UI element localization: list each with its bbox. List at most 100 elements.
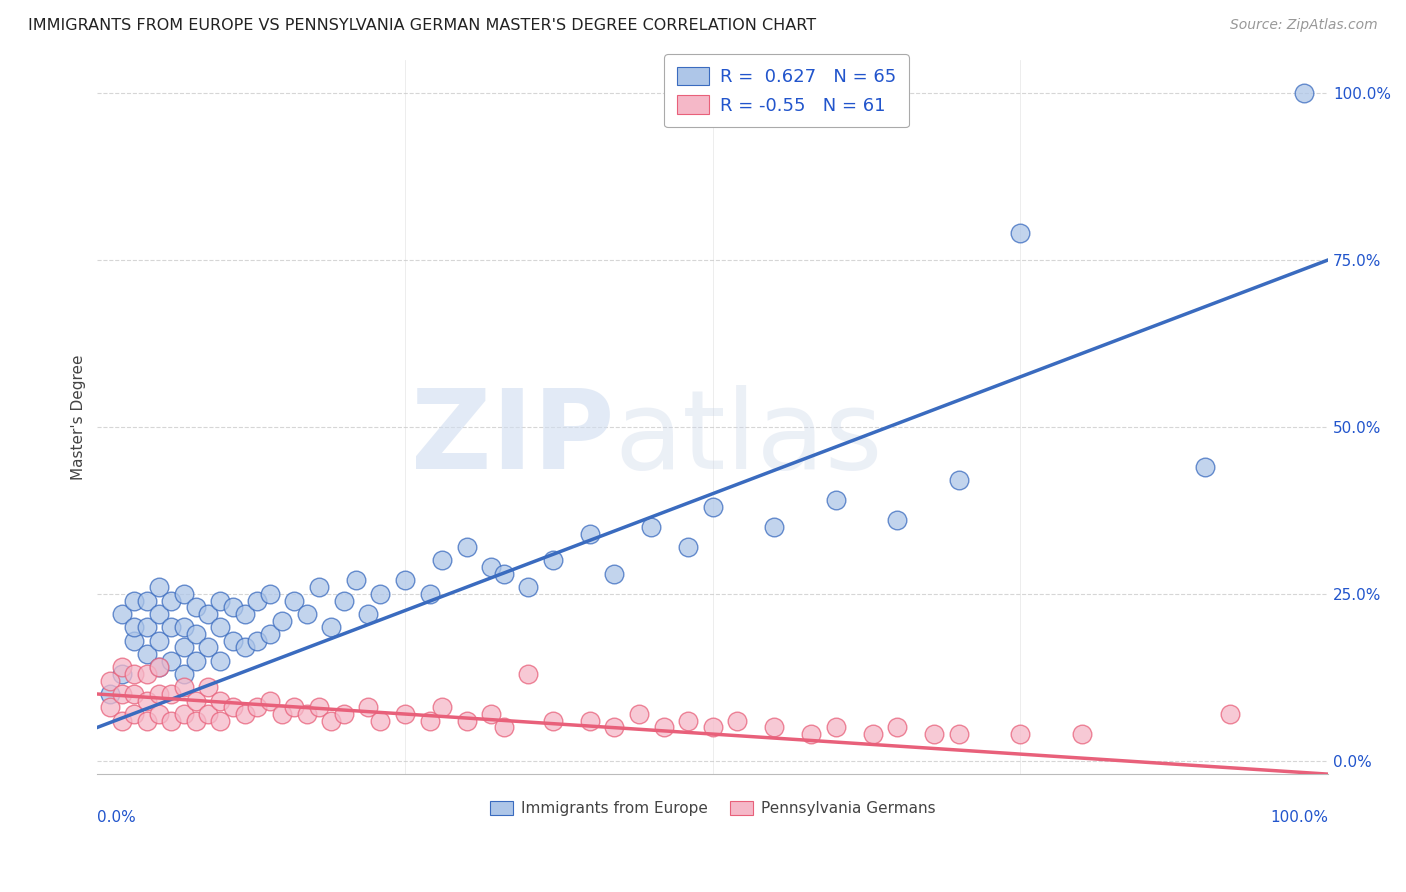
Point	[209, 593, 232, 607]
Point	[148, 660, 170, 674]
Point	[357, 607, 380, 621]
Point	[148, 580, 170, 594]
Point	[271, 706, 294, 721]
Point	[357, 700, 380, 714]
Point	[111, 687, 134, 701]
Point	[430, 700, 453, 714]
Point	[246, 700, 269, 714]
Text: 0.0%: 0.0%	[97, 810, 136, 825]
Point	[197, 706, 219, 721]
Point	[332, 706, 354, 721]
Point	[321, 714, 343, 728]
Point	[173, 640, 195, 655]
Point	[135, 667, 157, 681]
Point	[222, 633, 245, 648]
Point	[135, 694, 157, 708]
Point	[160, 687, 183, 701]
Point	[173, 587, 195, 601]
Point	[308, 580, 330, 594]
Point	[111, 714, 134, 728]
Point	[763, 720, 786, 734]
Point	[295, 706, 318, 721]
Point	[111, 607, 134, 621]
Point	[197, 681, 219, 695]
Point	[948, 473, 970, 487]
Point	[135, 593, 157, 607]
Point	[173, 681, 195, 695]
Point	[283, 593, 305, 607]
Point	[111, 667, 134, 681]
Point	[98, 673, 121, 688]
Point	[886, 513, 908, 527]
Point	[184, 654, 207, 668]
Point	[259, 694, 281, 708]
Point	[517, 667, 540, 681]
Point	[148, 660, 170, 674]
Point	[124, 593, 146, 607]
Point	[1292, 86, 1315, 100]
Point	[124, 620, 146, 634]
Point	[160, 593, 183, 607]
Point	[456, 540, 478, 554]
Point	[541, 553, 564, 567]
Point	[479, 706, 502, 721]
Point	[763, 520, 786, 534]
Point	[862, 727, 884, 741]
Point	[1194, 459, 1216, 474]
Point	[394, 574, 416, 588]
Point	[1010, 727, 1032, 741]
Point	[800, 727, 823, 741]
Point	[209, 654, 232, 668]
Y-axis label: Master's Degree: Master's Degree	[72, 354, 86, 480]
Point	[184, 714, 207, 728]
Point	[209, 620, 232, 634]
Point	[246, 593, 269, 607]
Point	[148, 706, 170, 721]
Point	[222, 700, 245, 714]
Point	[886, 720, 908, 734]
Point	[702, 720, 724, 734]
Point	[394, 706, 416, 721]
Point	[160, 654, 183, 668]
Point	[419, 714, 441, 728]
Point	[184, 600, 207, 615]
Point	[578, 714, 600, 728]
Point	[948, 727, 970, 741]
Point	[1010, 226, 1032, 240]
Point	[332, 593, 354, 607]
Text: Source: ZipAtlas.com: Source: ZipAtlas.com	[1230, 18, 1378, 32]
Point	[308, 700, 330, 714]
Point	[148, 607, 170, 621]
Point	[430, 553, 453, 567]
Point	[702, 500, 724, 514]
Point	[148, 633, 170, 648]
Point	[222, 600, 245, 615]
Text: 100.0%: 100.0%	[1270, 810, 1329, 825]
Point	[124, 633, 146, 648]
Point	[652, 720, 675, 734]
Point	[824, 720, 846, 734]
Point	[173, 620, 195, 634]
Point	[370, 714, 392, 728]
Point	[517, 580, 540, 594]
Point	[456, 714, 478, 728]
Point	[479, 560, 502, 574]
Point	[111, 660, 134, 674]
Point	[197, 640, 219, 655]
Point	[148, 687, 170, 701]
Point	[676, 540, 699, 554]
Point	[259, 627, 281, 641]
Point	[209, 694, 232, 708]
Point	[603, 566, 626, 581]
Point	[197, 607, 219, 621]
Point	[824, 493, 846, 508]
Point	[603, 720, 626, 734]
Point	[124, 706, 146, 721]
Point	[233, 640, 256, 655]
Point	[233, 706, 256, 721]
Point	[492, 720, 515, 734]
Text: atlas: atlas	[614, 384, 883, 491]
Point	[419, 587, 441, 601]
Point	[173, 667, 195, 681]
Point	[135, 714, 157, 728]
